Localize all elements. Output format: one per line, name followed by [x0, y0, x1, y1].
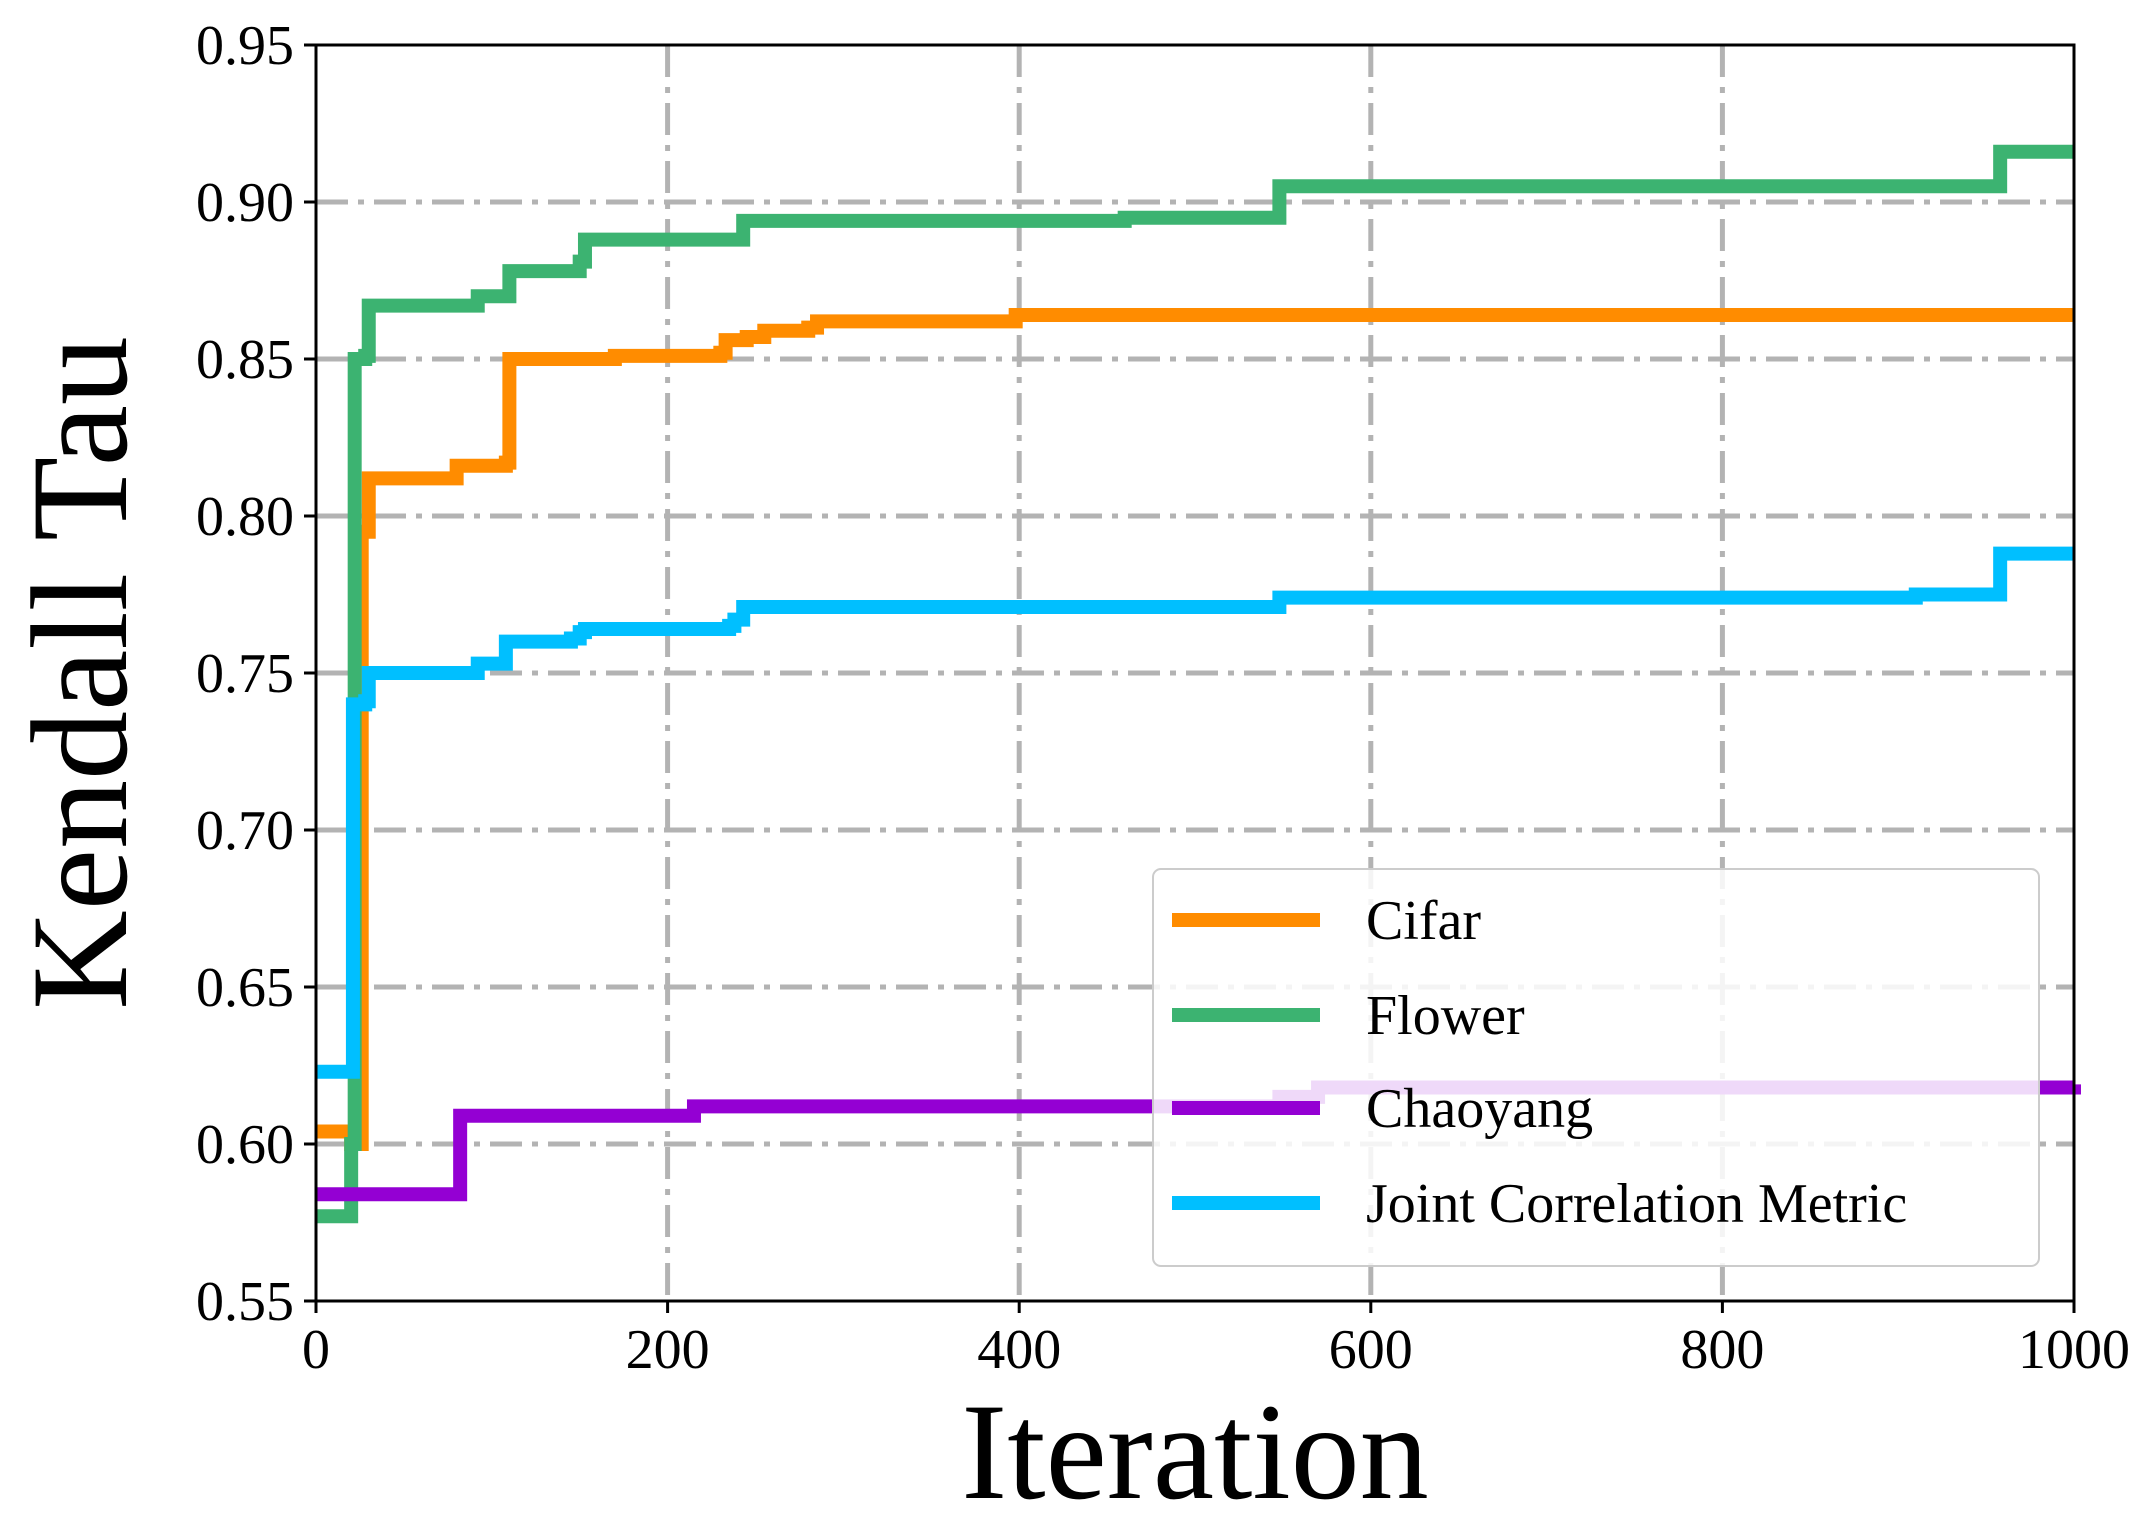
- legend-label-joint-correlation-metric: Joint Correlation Metric: [1366, 1173, 1907, 1235]
- axis-ticks: 0.55 0.60 0.65 0.70 0.75 0.80 0.85 0.90 0.95 0 200…: [196, 15, 2130, 1381]
- legend-label-chaoyang: Chaoyang: [1366, 1078, 1593, 1140]
- series-line-flower: [316, 144, 2074, 1224]
- y-tick-label: 0.80: [196, 486, 294, 548]
- legend-label-cifar: Cifar: [1366, 890, 1481, 952]
- y-axis-title: Kendall Tau: [3, 336, 156, 1010]
- x-tick-label: 1000: [2018, 1319, 2130, 1381]
- y-tick-label: 0.95: [196, 15, 294, 77]
- series-line-cifar: [316, 308, 2074, 1151]
- y-tick-label: 0.55: [196, 1271, 294, 1333]
- legend: Cifar Flower Chaoyang Joint Correlation Met…: [1152, 868, 2040, 1267]
- y-tick-label: 0.85: [196, 329, 294, 391]
- x-tick-label: 0: [302, 1319, 330, 1381]
- y-tick-label: 0.60: [196, 1114, 294, 1176]
- x-tick-label: 200: [626, 1319, 710, 1381]
- legend-box: [1152, 868, 2040, 1267]
- x-tick-label: 800: [1680, 1319, 1764, 1381]
- series-line-joint-correlation-metric: [316, 546, 2074, 1079]
- x-tick-label: 600: [1329, 1319, 1413, 1381]
- y-tick-label: 0.65: [196, 957, 294, 1019]
- y-tick-label: 0.90: [196, 172, 294, 234]
- y-tick-label: 0.75: [196, 643, 294, 705]
- legend-label-flower: Flower: [1366, 985, 1525, 1047]
- x-axis-title: Iteration: [961, 1375, 1428, 1524]
- x-tick-label: 400: [977, 1319, 1061, 1381]
- y-tick-label: 0.70: [196, 800, 294, 862]
